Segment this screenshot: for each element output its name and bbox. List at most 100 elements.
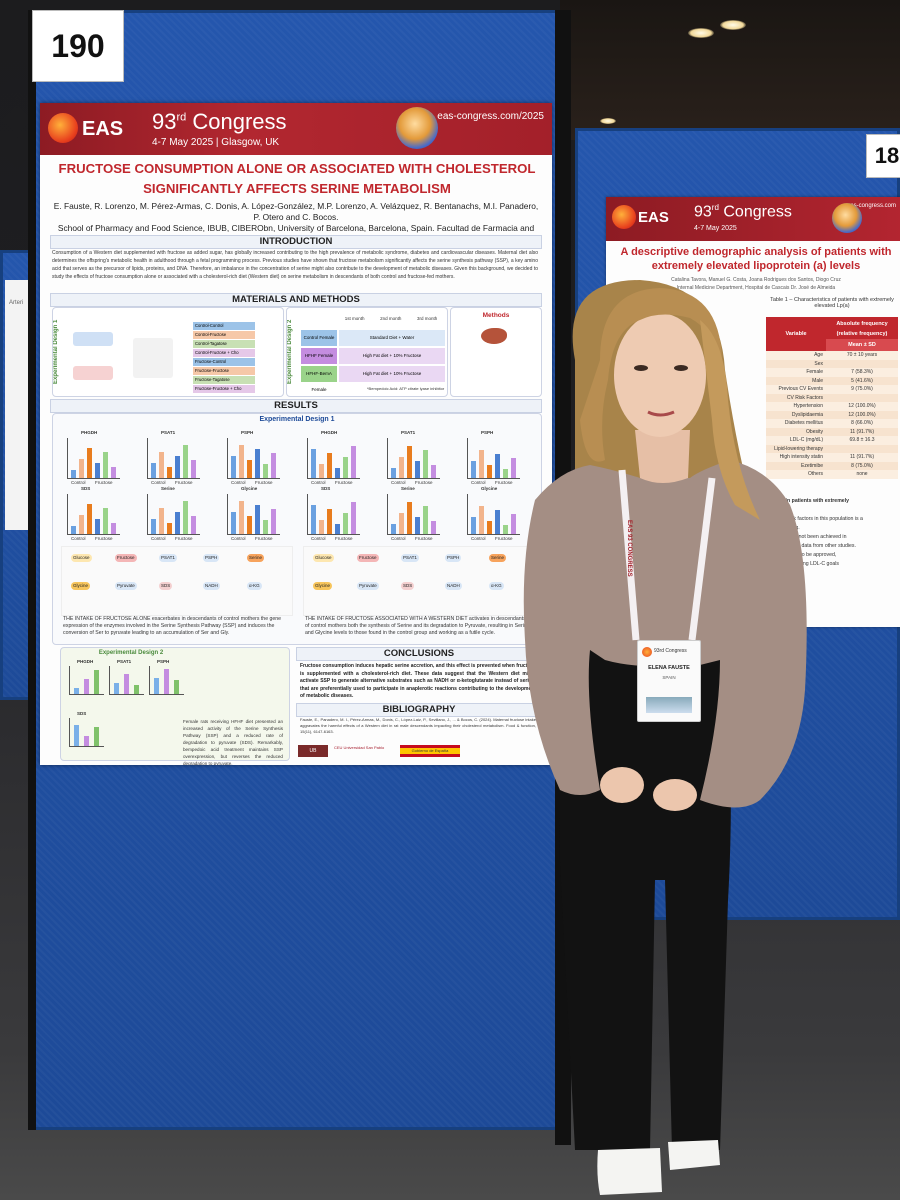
chart-bar [351,502,356,534]
pathway-node: PSAT1 [159,554,177,562]
chart-bar [511,514,516,534]
design2-row-label: Control Female [301,330,337,346]
mini-chart [307,494,360,535]
board-edge [28,10,36,1130]
poster-right: EAS 93rd Congress 4-7 May 2025 eas-congr… [606,197,900,627]
chart-title: SDS [81,486,91,491]
chart-bar [391,524,396,534]
chart-bar [351,446,356,478]
chart-title: Serine [161,486,175,491]
chart-title: PSPH [481,430,494,435]
conclusion-line: siderable. [766,507,789,513]
chart-bar [407,502,412,534]
methods-label: Methods [482,312,510,319]
chart-bar [103,452,108,478]
table-header-values: Absolute frequency (relative frequency) … [826,317,898,351]
logo-strip: UB CEU Universidad San Pablo Gobierno de… [298,743,538,759]
design2-row: HFHF-BemA Female High Fat diet + 10% Fruc… [301,366,445,392]
pathway-node: PSPH [445,554,462,562]
table-cell-variable: Male [812,377,823,384]
chart-title: Glycine [481,486,498,491]
design2-row-label: HFHF Female [301,348,337,364]
poster-main: EAS 93rd Congress 4-7 May 2025 | Glasgow… [40,103,552,765]
table-row: Lipid-lowering therapy [766,444,898,453]
table-cell-variable: Age [814,352,823,358]
group-label: Control-Control [193,322,255,330]
globe-icon [396,107,438,149]
mini-chart [387,438,440,479]
chart-x-label: Fructose [95,536,113,541]
chart-bar [159,452,164,478]
table-cell-value: 5 (41.6%) [851,377,873,384]
chart-x-label: Control [471,536,486,541]
methods-design1: Experimental Design 1 Control-Control Con… [52,307,284,397]
table-cell-value: 8 (75.0%) [851,462,873,469]
group-label: Fructose-Fructose [193,367,255,375]
mini-chart [307,438,360,479]
pathway-node: Serine [247,554,265,562]
month-row: 1st month 2nd month 3rd month [337,316,445,321]
table-cell-variable: Previous CV Events [778,386,823,392]
pathway-node: α-KG [247,582,262,590]
congress-url: eas-congress.com [846,203,896,209]
pathway-node: PSAT1 [401,554,419,562]
table-cell-value: 11 (91.7%) [849,454,875,460]
conclusion-line: tments are yet to be approved, [766,552,837,558]
eas-logo-text: EAS [82,118,124,140]
conclusion-line: seem to have not been achieved in [766,534,847,540]
chart-bar [263,464,268,478]
pathway-node: Pyruvate [357,582,379,590]
table-row: Others none [766,470,898,479]
chart-bar [95,463,100,478]
chart-bar [399,457,404,478]
chart-bar [247,460,252,478]
chart-bar [71,470,76,478]
chart-bar [407,446,412,478]
mini-chart [147,494,200,535]
table-cell-value: 70 ± 10 years [846,352,878,358]
design2-rows: Control Female Standard Diet + Water HFHF … [301,330,445,392]
design2-row: Control Female Standard Diet + Water [301,330,445,346]
d2-chart-bar [124,674,129,694]
chart-bar [335,524,340,534]
table-cell-variable: Female [806,369,823,375]
table-cell-value: 8 (66.0%) [851,420,873,426]
spain-gov-logo: Gobierno de España [400,745,460,757]
d2-chart-bar [134,685,139,694]
d2-chart-bar [164,669,169,694]
d2-chart-bar [94,670,99,694]
poster-right-header: EAS 93rd Congress 4-7 May 2025 eas-congr… [606,197,900,241]
pathway-node: Pyruvate [115,582,137,590]
chart-bar [231,456,236,478]
chart-bar [247,516,252,534]
table-row: Female 7 (58.3%) [766,368,898,377]
pathway-node: Glycine [71,582,91,590]
chart-bar [239,501,244,534]
congress-title: 93rd Congress [152,109,287,135]
chart-bar [191,460,196,478]
table-row: Obesity 11 (91.7%) [766,427,898,436]
chart-bar [343,457,348,478]
design2-label: Experimental Design 2 [287,319,293,385]
globe-icon [832,203,862,233]
table-header-row: Variable Absolute frequency (relative fr… [766,317,898,351]
table-header-mean: Mean ± SD [826,339,898,351]
table-cell-value: 12 (100.0%) [848,411,876,418]
chart-bar [487,465,492,478]
table-cell-value: 11 (91.7%) [849,428,875,435]
poster-header: EAS 93rd Congress 4-7 May 2025 | Glasgow… [40,103,552,155]
chart-bar [263,520,268,534]
poster-authors: E. Fauste, R. Lorenzo, M. Pérez-Armas, C… [53,201,539,222]
chart-x-label: Control [151,480,166,485]
d2-chart-bar [94,727,99,746]
group-label: Control-Tagatose [193,340,255,348]
badge-eas-icon [642,647,652,657]
chart-bar [151,519,156,534]
chart-x-label: Fructose [175,536,193,541]
congress-suffix: rd [711,203,719,212]
chart-bar [503,469,508,478]
chart-bar [335,468,340,478]
table-cell-variable: High intensity statin [779,454,823,460]
chart-bar [167,467,172,478]
chart-x-label: Fructose [495,480,513,485]
